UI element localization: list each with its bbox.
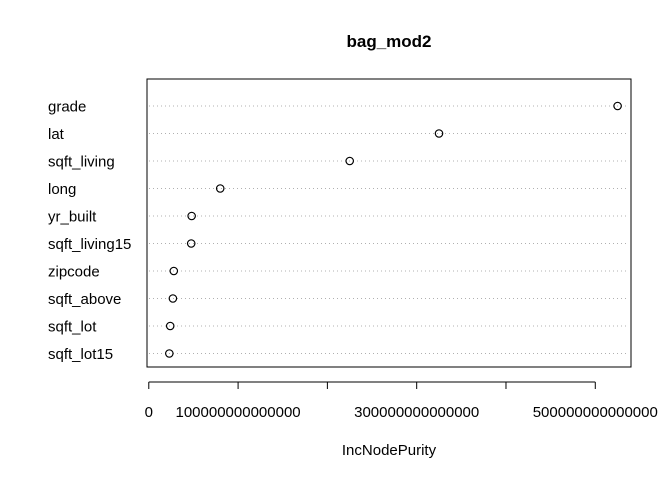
chart-title: bag_mod2 <box>346 32 431 51</box>
plot-frame <box>146 78 632 368</box>
data-point <box>165 321 175 331</box>
category-label: sqft_living15 <box>48 236 131 253</box>
category-label: grade <box>48 99 86 116</box>
category-label: sqft_above <box>48 291 121 308</box>
data-point <box>168 294 178 303</box>
x-tick-label: 300000000000000 <box>354 404 479 421</box>
category-label: zipcode <box>48 264 100 281</box>
x-axis-title: IncNodePurity <box>342 442 437 459</box>
category-label: long <box>48 181 76 198</box>
data-point <box>187 211 196 221</box>
data-point <box>165 349 174 358</box>
x-tick-label: 500000000000000 <box>533 404 658 421</box>
category-label: sqft_living <box>48 154 115 171</box>
x-tick-label: 0 <box>145 404 153 421</box>
x-axis: 0 100000000000000 300000000000000 500000000… <box>145 381 658 421</box>
data-point <box>169 266 179 276</box>
category-label: yr_built <box>48 209 97 226</box>
data-point <box>613 101 622 111</box>
data-point <box>345 156 355 166</box>
data-point <box>215 184 225 193</box>
category-label: lat <box>48 126 65 143</box>
category-label: sqft_lot <box>48 319 97 336</box>
grid-lines <box>149 105 629 354</box>
x-tick-label: 100000000000000 <box>176 404 301 421</box>
data-point <box>186 239 196 248</box>
data-point <box>434 129 444 138</box>
data-points <box>165 101 622 358</box>
category-label: sqft_lot15 <box>48 346 113 363</box>
